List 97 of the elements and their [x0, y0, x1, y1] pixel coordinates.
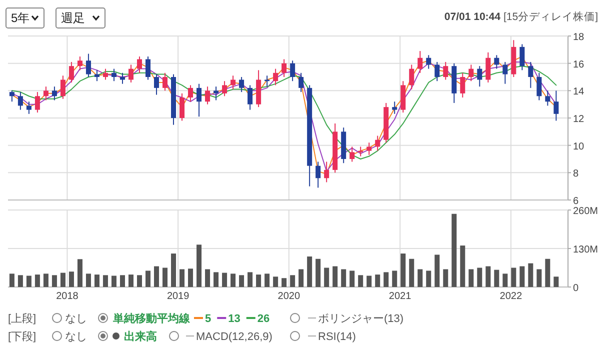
- bar: [60, 272, 66, 287]
- x-tick-label: 2019: [166, 291, 190, 302]
- bar: [52, 275, 57, 287]
- y-tick-label: 16: [573, 59, 585, 70]
- bar: [94, 274, 100, 287]
- bar: [26, 276, 32, 287]
- bar: [180, 269, 185, 287]
- y-tick-label: 260M: [573, 206, 598, 217]
- bar: [264, 274, 270, 287]
- bar: [248, 272, 253, 287]
- bar: [222, 272, 228, 287]
- bar: [434, 254, 440, 287]
- bar: [111, 276, 116, 287]
- text: 5年: [11, 11, 30, 25]
- bar: [392, 270, 398, 287]
- bar: [214, 272, 219, 287]
- bar: [188, 268, 194, 287]
- text: ボリンジャー(13): [318, 313, 404, 325]
- bar: [375, 274, 380, 287]
- bar: [120, 275, 125, 287]
- bar: [171, 254, 176, 287]
- bar: [528, 263, 534, 287]
- text: [上段]: [8, 312, 36, 325]
- bar: [418, 269, 423, 287]
- text: RSI(14): [318, 331, 356, 343]
- bar: [282, 278, 287, 287]
- bar: [34, 274, 40, 287]
- bar: [9, 274, 14, 287]
- bar: [520, 266, 525, 287]
- bar: [307, 256, 312, 287]
- y-tick-label: 0: [573, 283, 579, 294]
- legend-label: 13: [228, 313, 240, 325]
- bar: [290, 275, 296, 287]
- bar: [536, 269, 542, 287]
- bar: [256, 274, 262, 287]
- bar: [502, 274, 508, 287]
- text: [下段]: [8, 331, 36, 343]
- bar: [239, 275, 244, 287]
- bar: [452, 214, 457, 287]
- x-tick-label: 2022: [500, 291, 522, 302]
- y-tick-label: 12: [573, 114, 585, 125]
- text: なし: [65, 331, 87, 343]
- bar: [545, 258, 550, 287]
- bar: [273, 276, 278, 287]
- y-tick-label: 14: [573, 86, 585, 98]
- bar: [554, 276, 559, 287]
- legend: 出来高: [98, 331, 157, 343]
- text: 週足: [61, 11, 85, 25]
- bar: [366, 276, 372, 287]
- bar: [511, 268, 516, 287]
- bar: [426, 270, 432, 287]
- legend-label: 26: [257, 313, 270, 325]
- y-tick-label: 8: [573, 168, 579, 180]
- x-tick-label: 2021: [388, 291, 412, 302]
- bar: [494, 270, 500, 287]
- bar: [86, 274, 91, 287]
- bar: [341, 269, 346, 287]
- y-tick-label: 130M: [573, 244, 598, 256]
- legend-label: 5: [205, 313, 212, 325]
- bar: [460, 246, 466, 287]
- bar: [102, 275, 108, 287]
- legend-label: 出来高: [124, 330, 157, 343]
- bar: [146, 270, 150, 287]
- bar: [136, 275, 142, 287]
- y-tick-label: 18: [573, 32, 585, 43]
- bar: [18, 275, 23, 287]
- bar: [316, 258, 321, 287]
- chart-subtitle: [15分ディレイ株価]: [503, 10, 598, 23]
- x-tick-label: 2020: [278, 291, 300, 302]
- bar: [409, 258, 414, 287]
- bar: [477, 268, 482, 287]
- bar: [298, 269, 304, 287]
- bar: [154, 266, 160, 287]
- bar: [230, 274, 236, 287]
- bar: [358, 275, 364, 287]
- y-tick-label: 10: [573, 141, 585, 152]
- bar: [486, 266, 491, 287]
- bar: [205, 269, 210, 287]
- bar: [332, 266, 338, 287]
- bar: [196, 244, 202, 287]
- text: MACD(12,26,9): [196, 331, 272, 343]
- y-tick-label: 6: [573, 196, 579, 207]
- bar: [77, 259, 82, 287]
- bar: [128, 274, 134, 287]
- bar: [43, 274, 48, 287]
- bar: [384, 272, 389, 287]
- chart-title: 07/01 10:44: [444, 11, 501, 23]
- bar: [324, 268, 330, 287]
- text: なし: [65, 313, 87, 325]
- bar: [68, 272, 74, 287]
- bar: [162, 268, 168, 287]
- bar: [350, 270, 355, 287]
- bar: [443, 269, 448, 287]
- legend-title: 単純移動平均線: [112, 312, 191, 325]
- x-tick-label: 2018: [56, 291, 79, 302]
- bar: [400, 254, 406, 287]
- bar: [468, 269, 474, 287]
